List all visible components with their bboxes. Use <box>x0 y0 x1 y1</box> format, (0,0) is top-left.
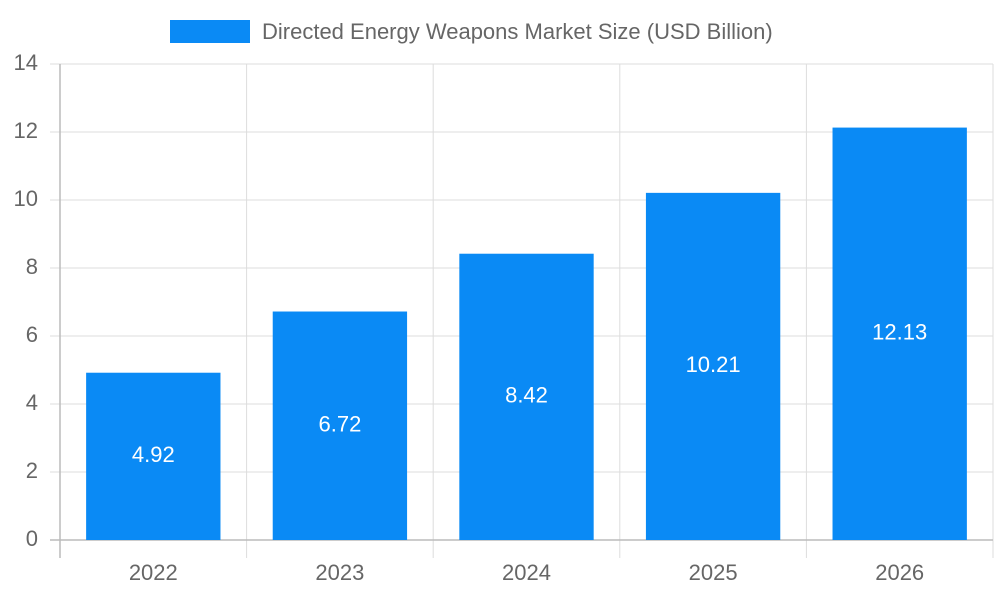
bar <box>645 192 781 541</box>
y-tick-label: 4 <box>26 390 38 415</box>
bar <box>86 372 221 540</box>
y-tick-label: 0 <box>26 526 38 551</box>
bar <box>272 311 408 540</box>
bar <box>832 127 967 540</box>
y-tick-label: 2 <box>26 458 38 483</box>
value-label: 4.92 <box>132 442 175 467</box>
x-tick-label: 2022 <box>129 560 178 585</box>
y-tick-label: 12 <box>14 118 38 143</box>
y-tick-label: 14 <box>14 50 38 75</box>
y-tick-label: 10 <box>14 186 38 211</box>
x-tick-label: 2025 <box>689 560 738 585</box>
legend-label: Directed Energy Weapons Market Size (USD… <box>262 19 773 44</box>
x-tick-label: 2026 <box>875 560 924 585</box>
value-label: 10.21 <box>686 352 741 377</box>
value-label: 6.72 <box>318 412 361 437</box>
x-tick-label: 2023 <box>315 560 364 585</box>
value-label: 8.42 <box>505 383 548 408</box>
y-tick-label: 8 <box>26 254 38 279</box>
legend-swatch <box>170 20 250 43</box>
x-tick-label: 2024 <box>502 560 551 585</box>
y-tick-label: 6 <box>26 322 38 347</box>
value-label: 12.13 <box>872 320 927 345</box>
bar <box>459 253 594 540</box>
